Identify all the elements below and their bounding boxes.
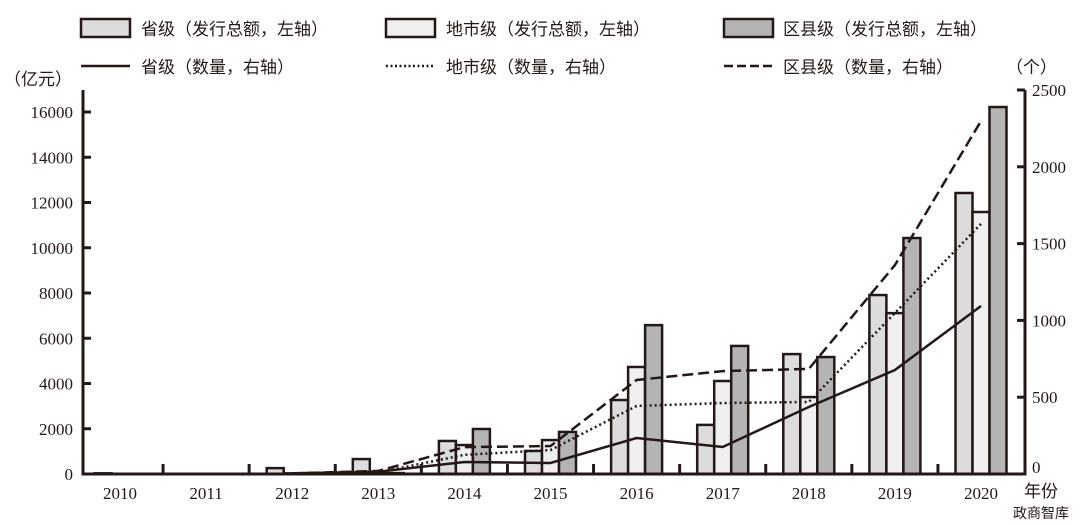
right-axis-ticks: 0 500 1000 1500 2000 2500 — [1017, 81, 1066, 477]
x-tick-label: 2014 — [447, 484, 482, 503]
legend-label: 地市级（数量，右轴） — [446, 58, 616, 78]
left-tick-label: 2000 — [39, 420, 73, 439]
legend-label: 地市级（发行总额，左轴） — [446, 20, 650, 40]
x-tick-label: 2010 — [103, 484, 137, 503]
left-tick-label: 14000 — [31, 148, 74, 167]
x-axis-ticks: 2010 2011 2012 2013 2014 2015 2016 2017 2018 2019… — [103, 464, 998, 503]
left-axis-ticks: 0 2000 4000 6000 8000 10000 12000 14000 16000 — [31, 103, 91, 484]
bar — [471, 427, 492, 476]
bar — [712, 379, 733, 476]
left-tick-label: 10000 — [31, 239, 74, 258]
right-tick-label: 2000 — [1032, 158, 1066, 177]
legend-item-province-amount: 省级（发行总额，左轴） — [79, 17, 328, 40]
right-tick-label: 500 — [1032, 388, 1058, 407]
x-tick-label: 2018 — [792, 484, 826, 503]
left-tick-label: 0 — [65, 465, 74, 484]
bar — [695, 423, 716, 476]
legend-swatch-county-amount — [722, 17, 775, 39]
x-tick-label: 2015 — [534, 484, 568, 503]
bar — [885, 311, 905, 476]
right-axis-unit: （个） — [1006, 58, 1057, 78]
legend-swatch-province-amount — [79, 17, 132, 39]
left-tick-label: 12000 — [31, 194, 74, 213]
left-tick-label: 4000 — [39, 375, 73, 394]
bar — [643, 323, 664, 476]
bar — [971, 210, 991, 476]
bar — [729, 344, 750, 476]
x-tick-label: 2019 — [878, 484, 912, 503]
legend-item-city-amount: 地市级（发行总额，左轴） — [384, 17, 650, 40]
watermark: 政商智库 — [1013, 506, 1069, 522]
bar — [609, 398, 630, 476]
line-dashed — [292, 120, 983, 475]
right-tick-label: 2500 — [1032, 81, 1066, 100]
legend: 省级（发行总额，左轴） 地市级（发行总额，左轴） 区县级（发行总额，左轴） 省级… — [79, 17, 987, 78]
x-axis-label: 年份 — [1024, 482, 1058, 502]
legend-label: 区县级（数量，右轴） — [783, 58, 953, 78]
left-tick-label: 6000 — [39, 329, 73, 348]
legend-label: 省级（数量，右轴） — [141, 58, 294, 78]
bar — [988, 105, 1008, 476]
axes — [81, 90, 1027, 476]
legend-item-county-count: 区县级（数量，右轴） — [724, 58, 953, 78]
x-tick-label: 2012 — [275, 484, 309, 503]
legend-item-city-count: 地市级（数量，右轴） — [386, 58, 616, 78]
right-tick-label: 1500 — [1032, 235, 1066, 254]
x-tick-label: 2011 — [189, 484, 222, 503]
legend-label: 区县级（发行总额，左轴） — [783, 20, 987, 40]
x-tick-label: 2016 — [620, 484, 654, 503]
line-solid — [292, 304, 982, 475]
legend-swatch-city-amount — [384, 17, 437, 39]
legend-item-province-count: 省级（数量，右轴） — [81, 58, 294, 78]
bar — [816, 355, 836, 476]
line-dotted — [292, 223, 982, 475]
bar-series — [93, 105, 1008, 476]
legend-label: 省级（发行总额，左轴） — [141, 20, 328, 40]
right-tick-label: 1000 — [1032, 311, 1066, 330]
bar — [626, 365, 647, 476]
x-tick-label: 2020 — [964, 484, 998, 503]
bar — [868, 293, 888, 476]
left-tick-label: 8000 — [39, 284, 73, 303]
line-series — [292, 120, 983, 475]
x-tick-label: 2017 — [706, 484, 741, 503]
right-tick-label: 0 — [1032, 458, 1041, 477]
legend-item-county-amount: 区县级（发行总额，左轴） — [722, 17, 987, 40]
left-axis-unit: （亿元） — [4, 70, 72, 90]
x-tick-label: 2013 — [361, 484, 395, 503]
left-tick-label: 16000 — [31, 103, 74, 122]
